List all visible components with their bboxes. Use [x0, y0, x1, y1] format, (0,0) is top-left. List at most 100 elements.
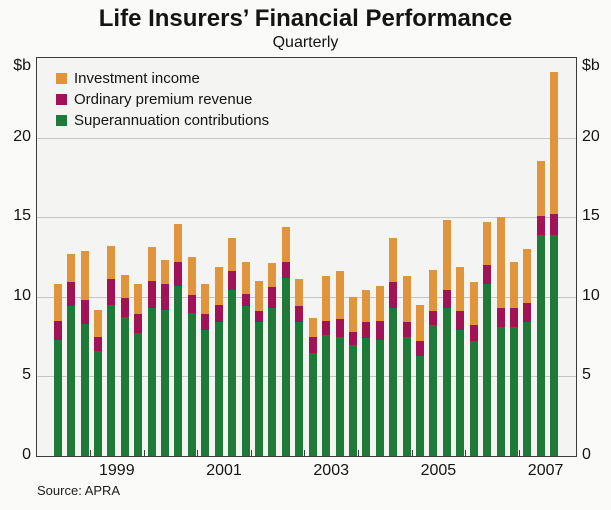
y-axis-tick-label-right-20: 20 — [582, 127, 600, 145]
bar-segment-ordinary-premium-revenue — [93, 336, 102, 351]
bar-segment-ordinary-premium-revenue — [550, 214, 559, 235]
bar-1998Q2 — [53, 284, 62, 456]
bar-segment-investment-income — [120, 274, 129, 299]
bar-2004Q1 — [362, 290, 371, 456]
bar-1999Q1 — [93, 309, 102, 456]
bar-segment-superannuation-contributions — [469, 341, 478, 456]
bar-segment-investment-income — [93, 309, 102, 337]
bar-segment-investment-income — [389, 237, 398, 283]
gridline-20 — [37, 137, 576, 139]
bar-segment-investment-income — [362, 290, 371, 323]
bar-segment-superannuation-contributions — [281, 277, 290, 456]
plot-area — [36, 57, 577, 457]
bar-segment-ordinary-premium-revenue — [375, 320, 384, 340]
x-axis-tick — [358, 450, 359, 456]
bar-segment-ordinary-premium-revenue — [429, 311, 438, 326]
bar-2001Q4 — [241, 261, 250, 456]
bar-segment-investment-income — [134, 284, 143, 315]
x-axis-tick — [250, 450, 252, 456]
bar-2005Q3 — [442, 220, 451, 456]
bar-segment-investment-income — [107, 245, 116, 280]
x-axis-year-label-2007: 2007 — [527, 462, 564, 479]
bar-segment-ordinary-premium-revenue — [389, 282, 398, 308]
bar-segment-investment-income — [281, 226, 290, 262]
bar-segment-investment-income — [402, 276, 411, 323]
bar-2001Q1 — [201, 284, 210, 456]
bar-segment-investment-income — [375, 285, 384, 321]
source-note: Source: APRA — [37, 483, 121, 498]
legend-item-investment-income: Investment income — [56, 68, 269, 89]
bar-segment-investment-income — [550, 72, 559, 215]
x-axis-tick — [518, 450, 520, 456]
bar-segment-investment-income — [241, 261, 250, 294]
bar-segment-investment-income — [496, 217, 505, 308]
bar-segment-ordinary-premium-revenue — [509, 307, 518, 328]
bar-2007Q1 — [523, 249, 532, 456]
bar-2007Q2 — [536, 161, 545, 456]
bar-2000Q3 — [174, 223, 183, 456]
bar-segment-superannuation-contributions — [228, 290, 237, 456]
legend-swatch-superannuation-contributions — [56, 115, 67, 126]
bar-segment-superannuation-contributions — [442, 307, 451, 456]
bar-2000Q2 — [161, 260, 170, 456]
bar-segment-superannuation-contributions — [335, 336, 344, 456]
legend-label-investment-income: Investment income — [74, 70, 200, 87]
bar-segment-ordinary-premium-revenue — [496, 307, 505, 328]
gridline-10 — [37, 296, 576, 298]
bar-segment-superannuation-contributions — [429, 325, 438, 456]
bar-segment-ordinary-premium-revenue — [147, 280, 156, 308]
bar-segment-ordinary-premium-revenue — [442, 290, 451, 308]
bar-2001Q2 — [214, 266, 223, 456]
bar-segment-investment-income — [348, 296, 357, 332]
bar-2002Q1 — [255, 280, 263, 456]
y-axis-tick-label-right-10: 10 — [582, 286, 600, 304]
bar-segment-superannuation-contributions — [483, 284, 492, 456]
bar-segment-superannuation-contributions — [402, 336, 411, 456]
bar-segment-investment-income — [187, 257, 196, 296]
bar-segment-superannuation-contributions — [67, 306, 76, 456]
bar-segment-ordinary-premium-revenue — [187, 295, 196, 313]
bar-segment-ordinary-premium-revenue — [362, 322, 371, 339]
bar-segment-superannuation-contributions — [308, 352, 317, 456]
bar-segment-investment-income — [161, 260, 170, 285]
bar-2003Q3 — [335, 271, 344, 456]
bar-segment-superannuation-contributions — [255, 322, 263, 456]
bar-segment-superannuation-contributions — [523, 322, 532, 456]
bar-segment-ordinary-premium-revenue — [228, 271, 237, 291]
bar-segment-superannuation-contributions — [416, 355, 425, 456]
bar-segment-investment-income — [147, 247, 156, 281]
bar-segment-superannuation-contributions — [201, 330, 210, 456]
bar-1998Q3 — [67, 253, 76, 456]
bar-segment-ordinary-premium-revenue — [214, 304, 223, 323]
bar-segment-ordinary-premium-revenue — [134, 314, 143, 334]
x-axis-tick — [411, 450, 413, 456]
bar-segment-ordinary-premium-revenue — [456, 311, 465, 331]
bar-segment-superannuation-contributions — [53, 339, 62, 456]
bar-2004Q4 — [402, 276, 411, 456]
bar-segment-investment-income — [214, 266, 223, 305]
bar-1999Q4 — [134, 284, 143, 456]
bar-segment-ordinary-premium-revenue — [255, 311, 263, 323]
bar-2003Q2 — [322, 276, 331, 456]
bar-2004Q2 — [375, 285, 384, 456]
bar-2003Q1 — [308, 317, 317, 457]
bar-segment-investment-income — [53, 284, 62, 321]
bar-segment-superannuation-contributions — [268, 307, 277, 456]
bar-segment-ordinary-premium-revenue — [536, 215, 545, 235]
y-axis-tick-label-left-20: 20 — [13, 127, 31, 145]
x-axis-tick — [197, 450, 199, 456]
legend-swatch-investment-income — [56, 73, 67, 84]
bar-2005Q4 — [456, 266, 465, 456]
bar-segment-superannuation-contributions — [174, 285, 183, 456]
bar-2004Q3 — [389, 237, 398, 456]
bar-segment-ordinary-premium-revenue — [268, 287, 277, 308]
bar-segment-investment-income — [469, 282, 478, 326]
bar-segment-superannuation-contributions — [550, 234, 559, 456]
bar-segment-investment-income — [228, 237, 237, 272]
bar-segment-ordinary-premium-revenue — [469, 325, 478, 342]
chart-subtitle: Quarterly — [272, 34, 339, 51]
y-axis-tick-label-left-0: 0 — [22, 446, 31, 463]
bar-2002Q4 — [295, 279, 304, 456]
y-axis-unit-right: $b — [582, 57, 600, 74]
bar-segment-ordinary-premium-revenue — [67, 282, 76, 307]
